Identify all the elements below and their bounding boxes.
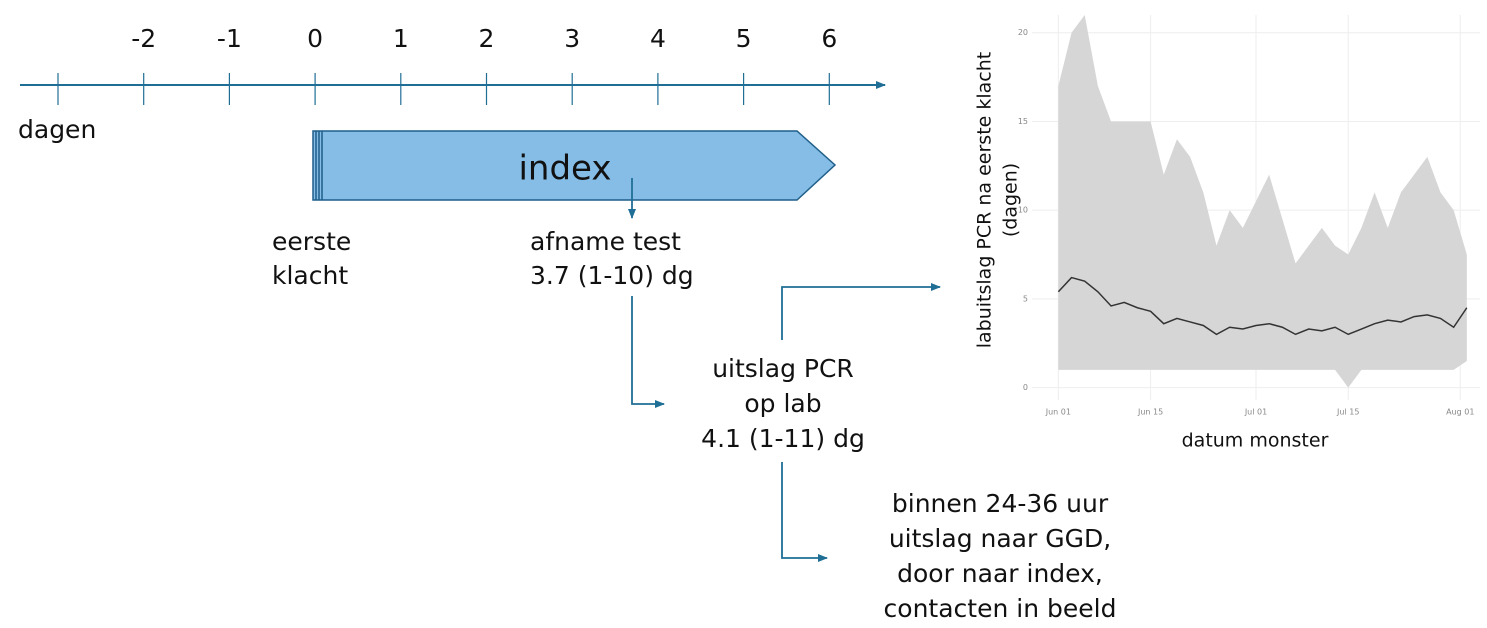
y-tick-label: 0 xyxy=(1023,383,1028,392)
tick-label: 5 xyxy=(736,24,752,53)
index-label: index xyxy=(518,149,611,189)
tick-label: -1 xyxy=(217,24,242,53)
x-tick-label: Jul 15 xyxy=(1336,408,1359,417)
test-text: afname test xyxy=(530,227,681,256)
tick-label: 3 xyxy=(564,24,580,53)
arrow xyxy=(781,462,828,562)
lab-text: 4.1 (1-11) dg xyxy=(701,424,865,453)
start-text: klacht xyxy=(272,261,348,290)
ggd-text: binnen 24-36 uur xyxy=(892,489,1109,518)
tick-label: 1 xyxy=(393,24,409,53)
flow: index eerste klacht afname test 3.7 (1-10) d… xyxy=(272,130,1117,623)
lab-text: uitslag PCR xyxy=(712,354,854,383)
chart: 0 5 10 15 20 Jun 01 Jun 15 Jul 01 Jul 15 Aug 01 la… xyxy=(974,15,1480,452)
ggd-text: door naar index, xyxy=(897,559,1103,588)
y-tick-label: 10 xyxy=(1018,206,1028,215)
ggd-text: uitslag naar GGD, xyxy=(889,524,1111,553)
line xyxy=(1057,276,1468,336)
y-tick-label: 20 xyxy=(1018,28,1028,37)
timeline: -2 -1 0 1 2 3 4 5 6 dagen xyxy=(18,24,886,144)
ggd-text: contacten in beeld xyxy=(884,594,1117,623)
y-axis-title: (dagen) xyxy=(1000,163,1022,237)
x-tick-label: Aug 01 xyxy=(1446,408,1474,417)
x-tick-label: Jun 01 xyxy=(1045,408,1071,417)
arrow xyxy=(631,296,665,408)
tick-label: 4 xyxy=(650,24,666,53)
band xyxy=(1058,15,1467,388)
axis-label: dagen xyxy=(18,115,96,144)
tick-label: 2 xyxy=(479,24,495,53)
y-tick-label: 5 xyxy=(1023,294,1028,303)
tick-label: 0 xyxy=(307,24,323,53)
y-tick-label: 15 xyxy=(1018,117,1028,126)
x-tick-label: Jun 15 xyxy=(1137,408,1163,417)
index-bar xyxy=(312,130,837,201)
lab-text: op lab xyxy=(744,389,821,418)
arrow xyxy=(781,283,941,340)
tick-label: -2 xyxy=(131,24,156,53)
tick-label: 6 xyxy=(821,24,837,53)
x-tick-label: Jul 01 xyxy=(1244,408,1267,417)
test-text: 3.7 (1-10) dg xyxy=(530,261,694,290)
y-axis-title: labuitslag PCR na eerste klacht xyxy=(974,52,996,349)
start-text: eerste xyxy=(272,227,351,256)
x-axis-title: datum monster xyxy=(1182,430,1329,452)
